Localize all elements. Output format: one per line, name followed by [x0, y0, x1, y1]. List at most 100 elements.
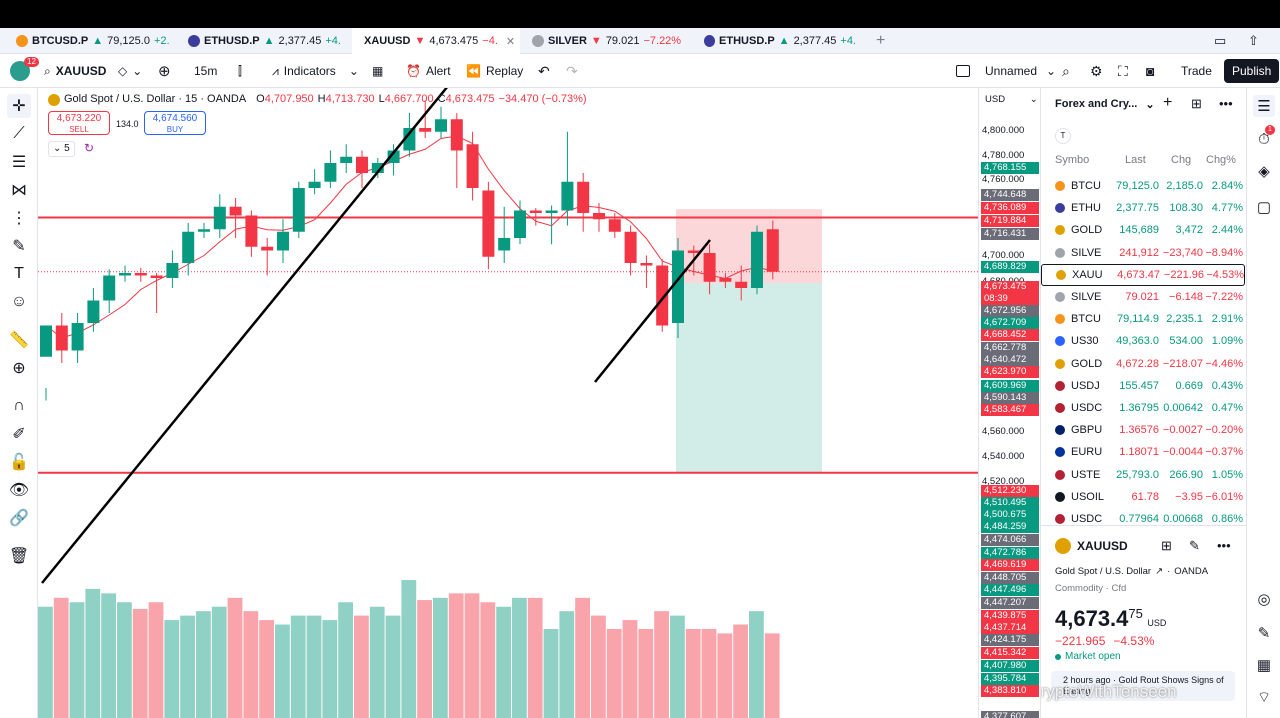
target-icon[interactable]: ◎	[1257, 591, 1271, 608]
volume-bar	[275, 624, 290, 718]
layers-icon[interactable]: ◈	[1258, 163, 1270, 180]
magnet-icon[interactable]: ∩	[13, 397, 25, 414]
fullscreen-button[interactable]: ⛶	[1118, 54, 1128, 88]
tab-ethusd-2[interactable]: ETHUSD.P ▲ 2,377.45 +4.	[696, 28, 864, 54]
prediction-icon[interactable]: ⋮	[11, 210, 27, 227]
trade-button[interactable]: Trade	[1181, 54, 1212, 88]
currency-dropdown[interactable]: USD ⌄	[985, 94, 1038, 105]
watchlist-row[interactable]: USDC 1.36795 0.00642 0.47%	[1041, 397, 1246, 419]
more-icon[interactable]: •••	[1219, 96, 1233, 111]
sell-price: 4,673.220	[56, 113, 102, 124]
price-scale[interactable]: USD ⌄ 4,800.000 4,780.000 4,760.000 4,700.0…	[978, 88, 1040, 718]
tab-btcusd[interactable]: BTCUSD.P ▲ 79,125.0 +2.	[8, 28, 178, 54]
lock-icon[interactable]: 🔓	[9, 454, 29, 471]
indicators-button[interactable]: ⩘ Indicators ⌄	[272, 54, 359, 88]
crosshair-icon[interactable]: ✛	[7, 94, 31, 118]
share-icon[interactable]: ⇧	[1248, 33, 1259, 48]
grid-icon[interactable]: ⊞	[1161, 538, 1172, 553]
candle-body	[608, 219, 621, 232]
user-avatar[interactable]: 12	[10, 54, 39, 88]
sell-button[interactable]: 4,673.220 SELL	[48, 111, 110, 135]
chat-icon[interactable]: ▢	[1256, 199, 1272, 216]
watchlist-row[interactable]: GOLD 4,672.28 −218.07 −4.46%	[1041, 353, 1246, 375]
alert-button[interactable]: ⏰ Alert	[406, 54, 451, 88]
quick-search-button[interactable]: ⌕	[1062, 54, 1070, 88]
watchlist-row[interactable]: BTCU 79,125.0 2,185.0 2.84%	[1041, 175, 1246, 197]
broadcast-icon[interactable]: ⌔	[1256, 688, 1272, 706]
trend-line-icon[interactable]: ⟋	[13, 125, 25, 142]
indicators-collapse[interactable]: ⌄ 5	[48, 141, 75, 157]
watchlist-icon[interactable]: ☰	[1253, 95, 1275, 117]
watchlist-row[interactable]: USDJ 155.457 0.669 0.43%	[1041, 375, 1246, 397]
chart-canvas[interactable]	[38, 88, 978, 718]
watchlist-row[interactable]: US30 49,363.0 534.00 1.09%	[1041, 330, 1246, 352]
brush-icon[interactable]: ✎	[12, 238, 26, 255]
advanced-view-icon[interactable]: ⊞	[1191, 96, 1202, 111]
tab-silver[interactable]: SILVER ▼ 79.021 −7.22%	[524, 28, 694, 54]
chevron-down-icon: ⌄	[348, 64, 359, 78]
layout-icon[interactable]: ▭	[1214, 33, 1227, 48]
news-item[interactable]: 2 hours ago · Gold Rout Shows Signs of E…	[1051, 671, 1235, 701]
snapshot-button[interactable]: ◙	[1146, 54, 1154, 88]
watchlist-row[interactable]: GBPU 1.36576 −0.0027 −0.20%	[1041, 419, 1246, 441]
new-tab-plus-icon[interactable]: +	[876, 32, 886, 49]
watchlist-row[interactable]: SILVE 79.021 −6.148 −7.22%	[1041, 286, 1246, 308]
watchlist-row[interactable]: USTE 25,793.0 266.90 1.05%	[1041, 464, 1246, 486]
watchlist-title-dropdown[interactable]: Forex and Cry... ⌄	[1055, 98, 1155, 111]
settings-button[interactable]: ⚙	[1090, 54, 1103, 88]
redo-button[interactable]: ↷	[566, 54, 578, 88]
candle-body	[703, 253, 716, 282]
section-toggle[interactable]: T	[1055, 128, 1071, 144]
add-symbol-button[interactable]: ⊕	[158, 54, 171, 88]
layout-name-dropdown[interactable]: Unnamed ⌄	[956, 54, 1056, 88]
tab-xauusd[interactable]: XAUUSD ▼ 4,673.475 −4. ✕	[352, 28, 520, 54]
pencil-square-icon[interactable]: ✎	[1257, 625, 1271, 642]
chart-type-button[interactable]: ⫿	[238, 54, 242, 88]
undo-button[interactable]: ↶	[538, 54, 550, 88]
watchlist-row[interactable]: EURU 1.18071 −0.0044 −0.37%	[1041, 441, 1246, 463]
volume-bar	[85, 588, 101, 718]
watchlist-row[interactable]: GOLD 145,689 3,472 2.44%	[1041, 219, 1246, 241]
eye-icon[interactable]: 👁	[8, 482, 30, 499]
volume-bar	[512, 597, 527, 718]
edit-icon[interactable]: ✎	[1189, 538, 1200, 553]
pattern-icon[interactable]: ⋈	[11, 182, 27, 199]
alerts-clock-icon[interactable]: ⏱	[1258, 130, 1270, 148]
calendar-icon[interactable]: ▦	[1256, 657, 1272, 674]
compare-dropdown[interactable]: ◇ ⌄	[118, 54, 142, 88]
details-symbol[interactable]: XAUUSD	[1055, 538, 1128, 554]
replay-button[interactable]: ⏪ Replay	[466, 54, 523, 88]
symbol-search[interactable]: ⌕ XAUUSD	[44, 54, 106, 88]
templates-button[interactable]: ▦	[372, 54, 383, 88]
add-symbol-plus-icon[interactable]: +	[1163, 94, 1173, 111]
volume-bar	[385, 615, 401, 718]
buy-button[interactable]: 4,674.560 BUY	[144, 111, 206, 135]
watchlist-title: Forex and Cry...	[1055, 98, 1138, 110]
trash-icon[interactable]: 🗑	[8, 548, 30, 565]
close-value: 4,673.475	[445, 93, 495, 105]
watchlist-row[interactable]: XAUU 4,673.47 −221.96 −4.53%	[1041, 263, 1245, 286]
watchlist-row[interactable]: BTCU 79,114.9 2,235.1 2.91%	[1041, 308, 1246, 330]
zoom-in-icon[interactable]: ⊕	[12, 360, 26, 377]
more-icon[interactable]: •••	[1217, 538, 1231, 553]
sync-icon[interactable]: ↻	[84, 141, 95, 155]
watchlist-row[interactable]: SILVE 241,912 −23,740 −8.94%	[1041, 242, 1246, 264]
fib-retracement-icon[interactable]: ☰	[11, 154, 27, 171]
volume-bar	[496, 606, 511, 718]
stay-in-drawing-mode-icon[interactable]: ✐	[12, 426, 26, 443]
interval-button[interactable]: 15m	[194, 54, 217, 88]
close-tab-icon[interactable]: ✕	[505, 35, 516, 48]
link-icon[interactable]: 🔗	[9, 510, 29, 527]
ruler-icon[interactable]: 📏	[9, 332, 29, 349]
watchlist-row[interactable]: ETHU 2,377.75 108.30 4.77%	[1041, 197, 1246, 219]
tab-ethusd[interactable]: ETHUSD.P ▲ 2,377.45 +4.	[180, 28, 350, 54]
publish-button[interactable]: Publish	[1224, 59, 1280, 83]
text-icon[interactable]: T	[14, 265, 24, 282]
watchlist-row[interactable]: USDC 0.77964 0.00668 0.86%	[1041, 508, 1246, 530]
chart-pane[interactable]: Gold Spot / U.S. Dollar · 15 · OANDA O4,…	[38, 88, 978, 718]
watchlist-row[interactable]: USOIL 61.78 −3.95 −6.01%	[1041, 486, 1246, 508]
emoji-icon[interactable]: ☺	[10, 293, 28, 310]
row-chg-pct: −7.22%	[1205, 291, 1243, 303]
candle-body	[593, 213, 605, 220]
volume-bar	[227, 597, 243, 718]
